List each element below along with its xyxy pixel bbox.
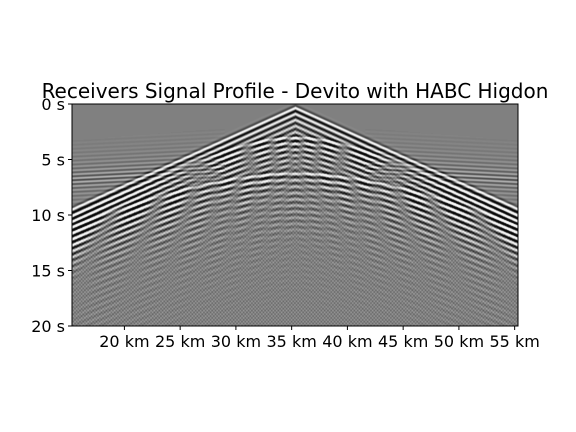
x-tick-label: 45 km — [378, 332, 428, 351]
x-axis: 20 km 25 km 30 km 35 km 40 km 45 km 50 km 55 km — [99, 326, 540, 351]
x-tick-label: 25 km — [155, 332, 205, 351]
x-tick-label: 20 km — [99, 332, 149, 351]
x-tick-label: 50 km — [434, 332, 484, 351]
x-tick-label: 35 km — [267, 332, 317, 351]
y-tick-label: 20 s — [31, 317, 65, 336]
x-tick-label: 30 km — [211, 332, 261, 351]
y-tick-label: 15 s — [31, 262, 65, 281]
x-tick-label: 40 km — [322, 332, 372, 351]
y-tick-label: 10 s — [31, 206, 65, 225]
y-axis: 0 s 5 s 10 s 15 s 20 s — [31, 95, 72, 336]
seismogram-heatmap — [72, 104, 518, 326]
chart-title: Receivers Signal Profile - Devito with H… — [42, 79, 549, 103]
x-tick-label: 55 km — [490, 332, 540, 351]
y-tick-label: 0 s — [41, 95, 65, 114]
y-tick-label: 5 s — [41, 151, 65, 170]
